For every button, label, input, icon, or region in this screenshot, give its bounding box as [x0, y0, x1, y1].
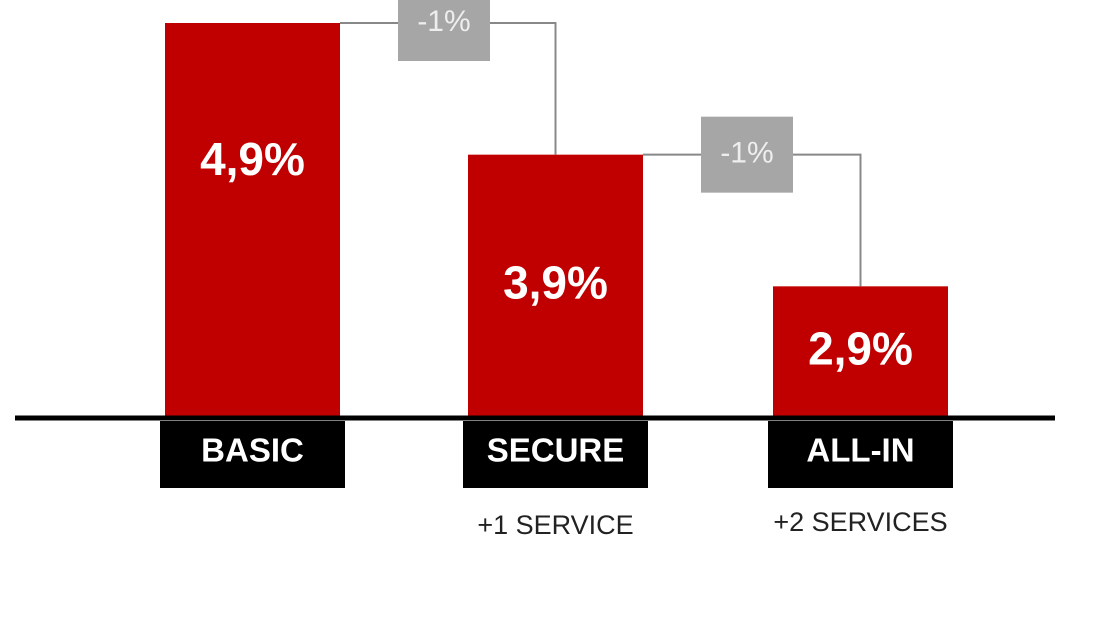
category-box: [768, 421, 953, 488]
difference-label: -1%: [417, 5, 470, 38]
connector: [793, 153, 862, 287]
bar: [468, 154, 643, 418]
category-note: +2 SERVICES: [773, 507, 947, 537]
bar: [165, 23, 340, 418]
difference-label: -1%: [720, 137, 773, 170]
category-label: BASIC: [201, 432, 304, 469]
category-label: SECURE: [487, 432, 625, 469]
difference-box: [398, 0, 490, 61]
bar: [773, 286, 948, 418]
category-box: [160, 421, 345, 488]
connector: [490, 22, 557, 155]
category-label: ALL-IN: [806, 432, 914, 469]
difference-box: [701, 116, 793, 193]
value-label: 3,9%: [503, 256, 608, 308]
value-label: 2,9%: [808, 322, 913, 374]
category-note: +1 SERVICE: [477, 510, 633, 540]
value-label: 4,9%: [200, 133, 305, 185]
category-box: [463, 421, 648, 488]
